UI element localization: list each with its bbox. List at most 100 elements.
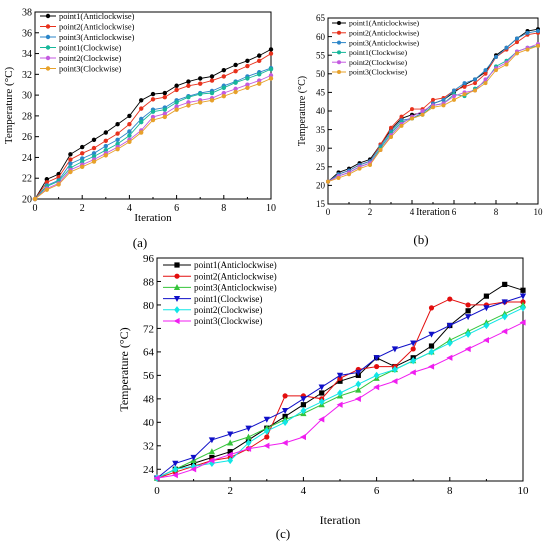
- data-point: [373, 383, 380, 391]
- data-point: [268, 73, 274, 78]
- data-point: [520, 304, 526, 312]
- legend-label: point1(Anticlockwise): [349, 19, 420, 28]
- x-axis-label: Iteration: [416, 207, 450, 218]
- y-axis-label: Temperature (°C): [297, 76, 308, 146]
- data-point: [80, 151, 85, 156]
- data-point: [174, 107, 179, 112]
- data-point: [473, 88, 477, 93]
- x-tick-label: 4: [127, 203, 132, 214]
- data-point: [483, 337, 489, 344]
- x-tick-label: 10: [534, 207, 544, 217]
- data-point: [519, 319, 526, 326]
- data-point: [174, 83, 179, 88]
- data-point: [336, 175, 341, 180]
- data-point: [245, 76, 250, 81]
- data-point: [373, 355, 380, 362]
- data-point: [44, 177, 49, 182]
- data-point: [150, 97, 156, 102]
- data-point: [127, 139, 132, 145]
- data-point: [257, 72, 262, 77]
- data-point: [462, 92, 467, 97]
- data-point: [245, 63, 250, 69]
- data-point: [186, 94, 191, 100]
- legend-swatch-marker: [174, 262, 180, 268]
- data-point: [226, 451, 233, 458]
- data-point: [268, 47, 274, 52]
- legend-label: point3(Clockwise): [349, 68, 407, 77]
- data-point: [115, 122, 120, 127]
- series-6: [153, 319, 526, 482]
- x-tick-label: 2: [227, 485, 233, 497]
- legend-swatch-marker: [45, 45, 51, 50]
- data-point: [263, 416, 270, 423]
- data-point: [208, 437, 216, 444]
- data-point: [245, 439, 252, 447]
- y-tick-label: 32: [22, 70, 32, 81]
- data-point: [337, 389, 343, 397]
- data-point: [186, 100, 191, 105]
- data-point: [373, 371, 380, 380]
- data-point: [103, 147, 109, 153]
- data-point: [209, 90, 215, 96]
- data-point: [399, 114, 404, 119]
- data-point: [354, 395, 361, 402]
- legend-swatch-marker: [337, 60, 341, 65]
- y-tick-label: 60: [316, 32, 326, 42]
- legend: point1(Anticlockwise)point2(Anticlockwis…: [40, 12, 135, 73]
- data-point: [410, 357, 417, 365]
- legend-label: point2(Anticlockwise): [349, 29, 420, 38]
- data-point: [150, 109, 156, 114]
- x-tick-label: 8: [447, 485, 453, 497]
- data-point: [464, 345, 471, 353]
- series-line: [34, 78, 272, 200]
- data-point: [446, 322, 453, 329]
- data-point: [227, 431, 234, 438]
- data-point: [464, 314, 472, 321]
- y-tick-label: 30: [316, 143, 326, 153]
- data-point: [525, 30, 530, 35]
- data-point: [318, 416, 325, 423]
- data-point: [221, 90, 226, 96]
- series-6: [32, 76, 274, 202]
- data-point: [162, 107, 167, 112]
- data-point: [174, 104, 179, 109]
- legend-label: point1(Clockwise): [194, 294, 262, 304]
- data-point: [441, 97, 446, 102]
- data-point: [139, 119, 144, 125]
- data-point: [153, 474, 160, 482]
- data-point: [103, 138, 109, 144]
- x-tick-label: 6: [452, 207, 457, 217]
- data-point: [431, 97, 435, 102]
- data-point: [150, 114, 156, 120]
- data-point: [103, 143, 109, 149]
- chart-panel-a: 0 2 4 6 8 1020222426283032343638IterationTemp…: [3, 8, 276, 251]
- data-point: [319, 390, 325, 396]
- data-point: [91, 145, 97, 151]
- data-point: [263, 427, 270, 435]
- data-point: [257, 78, 262, 83]
- y-tick-label: 25: [316, 162, 326, 172]
- x-tick-label: 0: [33, 203, 38, 214]
- y-axis-label: Temperature (°C): [117, 327, 131, 411]
- y-tick-label: 80: [143, 300, 155, 312]
- legend: point1(Anticlockwise)point2(Anticlockwis…: [163, 260, 277, 326]
- data-point: [221, 74, 226, 79]
- data-point: [233, 80, 238, 85]
- data-point: [473, 77, 477, 82]
- y-tick-label: 88: [143, 276, 155, 288]
- y-tick-label: 28: [22, 111, 32, 122]
- data-point: [462, 84, 467, 89]
- legend-label: point2(Anticlockwise): [194, 271, 277, 281]
- data-point: [515, 40, 519, 45]
- data-point: [536, 43, 540, 48]
- data-point: [420, 112, 425, 117]
- data-point: [198, 100, 203, 105]
- legend-label: point2(Clockwise): [349, 58, 407, 67]
- data-point: [410, 116, 414, 121]
- data-point: [473, 81, 477, 86]
- y-tick-label: 50: [316, 69, 326, 79]
- y-tick-label: 55: [316, 50, 326, 60]
- legend-swatch-marker: [173, 296, 181, 302]
- data-point: [483, 305, 490, 312]
- data-point: [198, 91, 203, 97]
